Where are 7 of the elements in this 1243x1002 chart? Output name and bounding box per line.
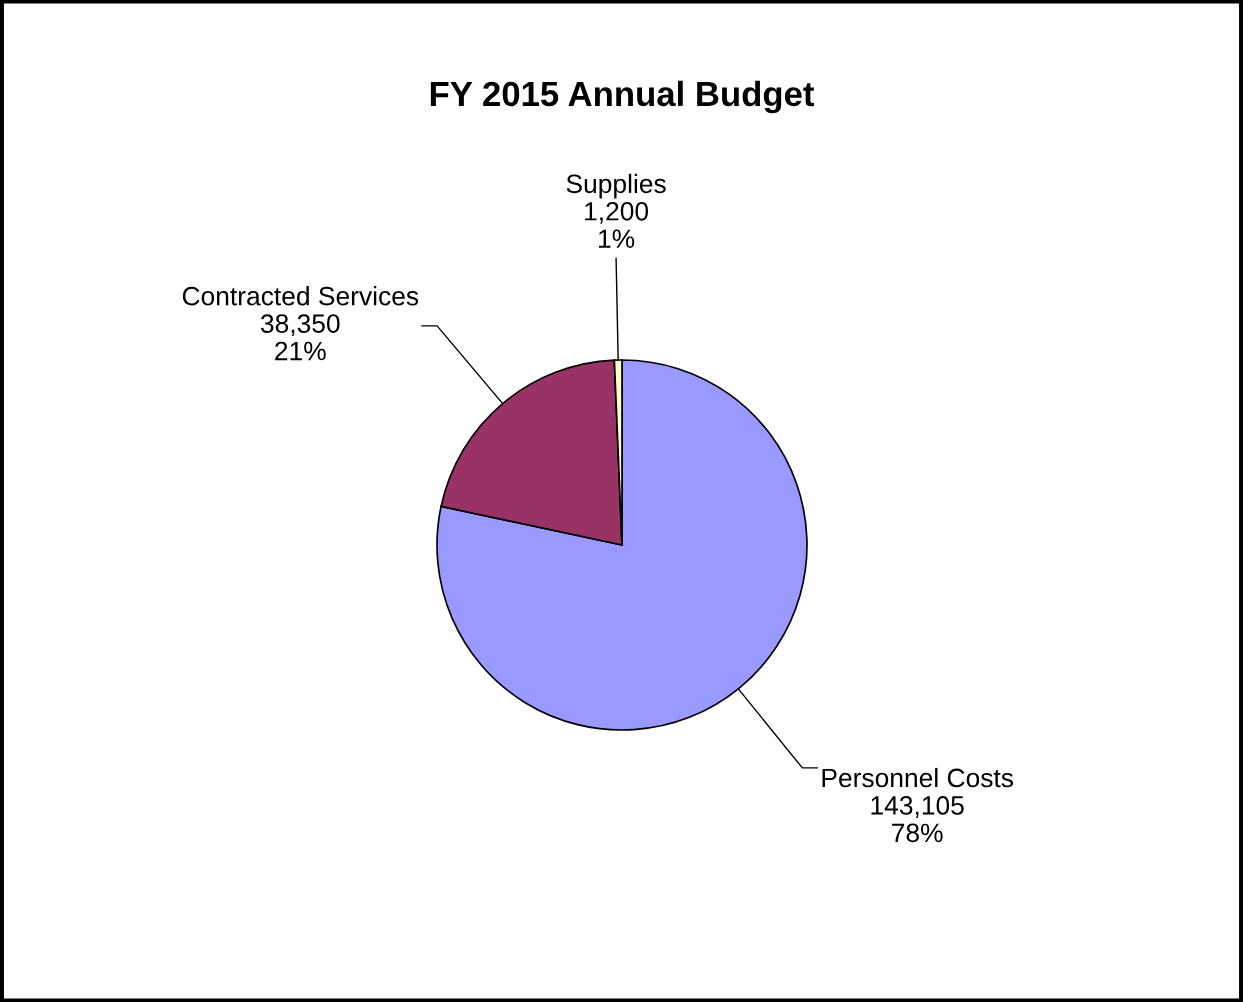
slice-label: Contracted Services bbox=[182, 286, 419, 306]
data-label: 38,350 21% bbox=[260, 314, 340, 361]
chart-title: FY 2015 Annual Budget bbox=[430, 80, 815, 114]
slice-label: Personnel Costs bbox=[822, 767, 1014, 788]
data-label: 143,105 78% bbox=[871, 796, 964, 843]
slice-label: Supplies bbox=[566, 173, 666, 199]
data-label: 1,200 1% bbox=[585, 201, 649, 248]
